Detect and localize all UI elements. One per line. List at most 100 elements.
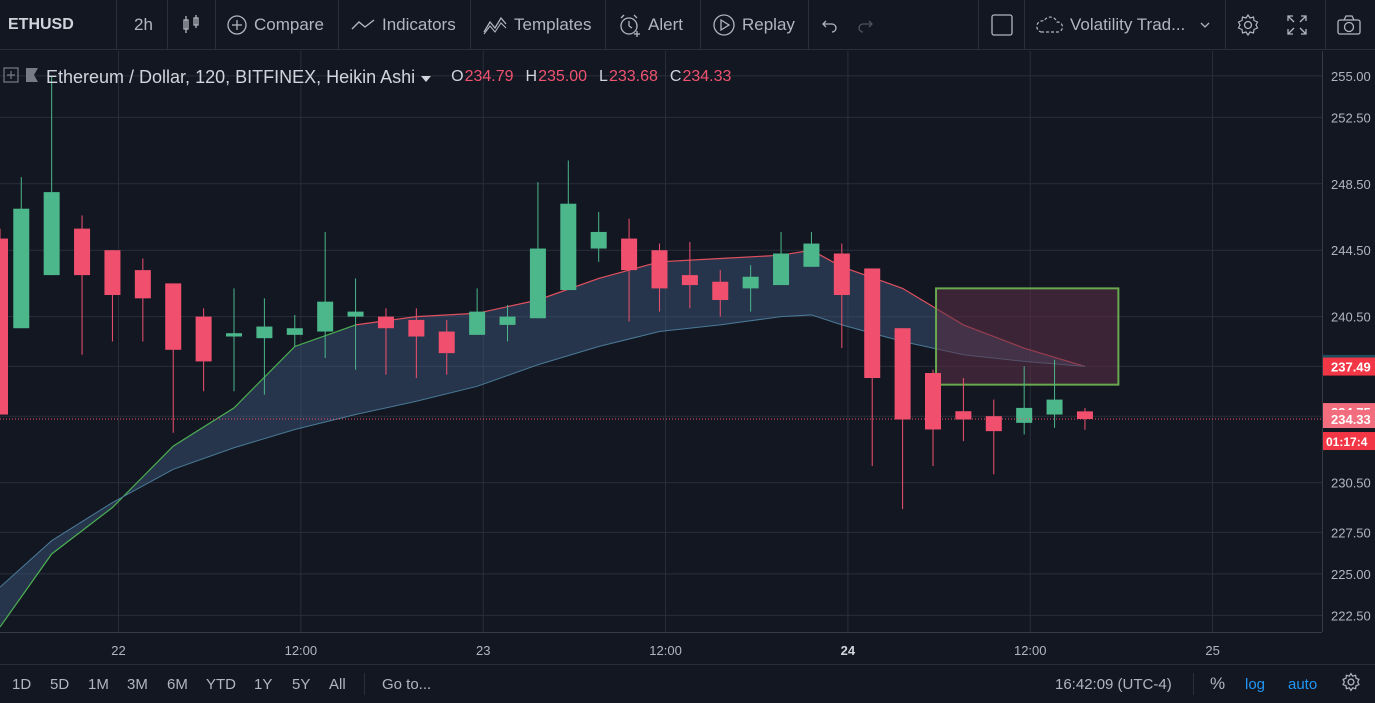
redo-button[interactable] (855, 0, 881, 50)
candle-body (681, 275, 698, 286)
range-1m[interactable]: 1M (88, 675, 109, 693)
candle-body (985, 416, 1002, 432)
divider (215, 0, 216, 50)
series-title[interactable]: Ethereum / Dollar, 120, BITFINEX, Heikin… (46, 66, 416, 87)
percent-toggle[interactable]: % (1210, 665, 1225, 703)
candle-body (195, 316, 212, 362)
candle-body (347, 311, 364, 317)
range-1d[interactable]: 1D (12, 675, 32, 693)
candle-body (924, 373, 941, 430)
candle-series (0, 75, 1093, 510)
price-axis[interactable]: 255.00252.50248.50244.50240.50237.50234.… (1322, 51, 1375, 632)
time-tick-label: 23 (476, 643, 490, 658)
rectangle-drawing[interactable] (935, 287, 1120, 386)
expand-icon (1286, 14, 1308, 36)
flag-icon[interactable] (24, 66, 40, 89)
divider (1193, 673, 1194, 695)
price-tick-label: 252.50 (1331, 110, 1371, 125)
layout-menu-button[interactable]: Volatility Trad... (1034, 0, 1217, 50)
log-toggle[interactable]: log (1245, 665, 1265, 703)
price-chart[interactable]: 255.00252.50248.50244.50240.50237.50234.… (0, 0, 1375, 664)
interval-button[interactable]: 2h (134, 0, 153, 50)
divider (364, 673, 365, 695)
replay-icon (712, 13, 736, 37)
indicators-button[interactable]: Indicators (350, 0, 456, 50)
close-label: C (669, 68, 682, 85)
auto-toggle[interactable]: auto (1288, 665, 1317, 703)
gear-icon (1236, 13, 1260, 37)
series-legend: Ethereum / Dollar, 120, BITFINEX, Heikin… (0, 64, 731, 90)
redo-icon (855, 15, 875, 35)
candle-body (833, 253, 850, 296)
alert-label: Alert (648, 15, 683, 34)
low-value: 233.68 (608, 68, 658, 85)
price-tag-label: 234.33 (1331, 412, 1371, 427)
divider (1325, 0, 1326, 50)
candle-body (499, 316, 516, 325)
compare-button[interactable]: Compare (226, 0, 324, 50)
templates-button[interactable]: Templates (482, 0, 591, 50)
alert-button[interactable]: Alert (618, 0, 683, 50)
range-6m[interactable]: 6M (167, 675, 188, 693)
replay-button[interactable]: Replay (712, 0, 795, 50)
fullscreen-mode-button[interactable] (990, 0, 1020, 50)
price-axis-bg (1322, 51, 1375, 632)
undo-button[interactable] (820, 0, 846, 50)
candle-body (864, 268, 881, 379)
candle-body (621, 238, 638, 271)
time-tick-label: 12:00 (649, 643, 682, 658)
divider (808, 0, 809, 50)
time-axis[interactable]: 22 12:00 23 12:00 24 12:00 25 (0, 632, 1322, 659)
expand-button[interactable] (1286, 0, 1314, 50)
divider (338, 0, 339, 50)
candle-body (712, 281, 729, 300)
templates-label: Templates (514, 15, 592, 34)
snapshot-button[interactable] (1336, 0, 1368, 50)
settings-button[interactable] (1236, 0, 1266, 50)
candle-body (803, 243, 820, 267)
symbol-label: ETHUSD (8, 16, 74, 33)
indicators-label: Indicators (382, 15, 456, 34)
candle-body (408, 319, 425, 337)
time-tick-label: 22 (111, 643, 125, 658)
caret-down-icon[interactable] (421, 67, 432, 88)
time-tick-label: 24 (841, 643, 856, 658)
candle-body (1046, 399, 1063, 415)
undo-icon (820, 15, 840, 35)
range-3m[interactable]: 3M (127, 675, 148, 693)
price-tick-label: 230.50 (1331, 476, 1371, 491)
time-tick-label: 12:00 (1014, 643, 1047, 658)
price-tick-label: 255.00 (1331, 69, 1371, 84)
divider (605, 0, 606, 50)
countdown-tag (1323, 432, 1375, 451)
divider (1024, 0, 1025, 50)
open-label: O (451, 68, 464, 85)
price-tick-label: 225.00 (1331, 567, 1371, 582)
high-value: 235.00 (538, 68, 588, 85)
chevron-down-icon (1199, 20, 1211, 30)
range-5y[interactable]: 5Y (292, 675, 311, 693)
chart-settings-button[interactable] (1341, 665, 1361, 703)
range-1y[interactable]: 1Y (254, 675, 273, 693)
price-tick-label: 227.50 (1331, 525, 1371, 540)
time-tick-label: 25 (1205, 643, 1219, 658)
candle-body (590, 231, 607, 249)
gear-icon (1341, 672, 1361, 696)
divider (978, 0, 979, 50)
candle-body (438, 331, 455, 354)
price-tag (1323, 357, 1375, 376)
expand-square-icon[interactable] (2, 66, 20, 89)
templates-icon (482, 14, 508, 36)
chart-style-button[interactable] (180, 0, 208, 50)
range-5d[interactable]: 5D (50, 675, 70, 693)
symbol-search[interactable]: ETHUSD (8, 0, 74, 50)
indicators-icon (350, 14, 376, 36)
camera-icon (1336, 14, 1362, 36)
price-tick-label: 240.50 (1331, 310, 1371, 325)
price-tick-label: 244.50 (1331, 243, 1371, 258)
square-icon (990, 13, 1014, 37)
range-all[interactable]: All (329, 675, 346, 693)
range-ytd[interactable]: YTD (206, 675, 236, 693)
goto-button[interactable]: Go to... (382, 665, 431, 703)
timezone-clock[interactable]: 16:42:09 (UTC-4) (1055, 665, 1172, 703)
